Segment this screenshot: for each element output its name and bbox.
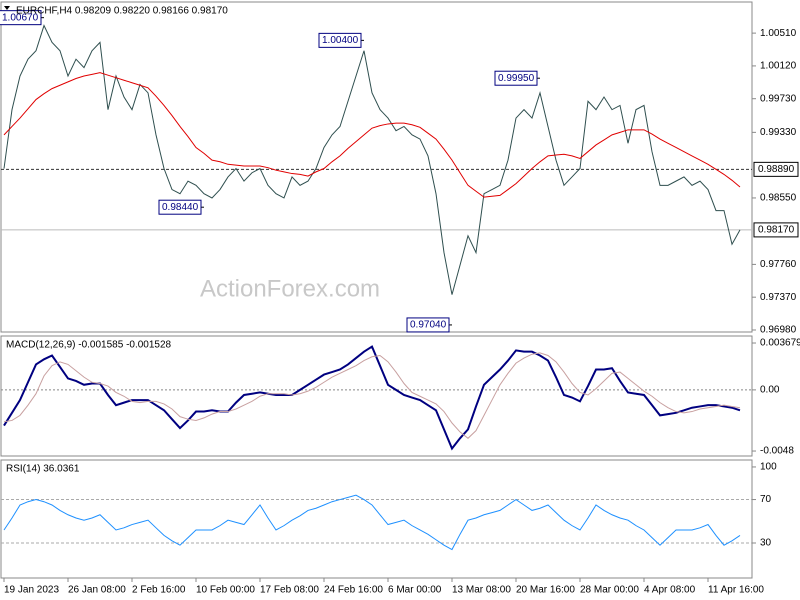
annotation-box [494,70,538,86]
x-tick-label: 20 Mar 16:00 [516,585,575,596]
y-tick-label: 0.003679 [760,338,800,349]
annotation-box [158,199,202,215]
panel-frame [0,459,753,579]
indicator-line [3,352,741,439]
watermark: ActionForex.com [200,275,380,302]
annotation-box [318,32,362,48]
x-tick-label: 26 Jan 08:00 [68,585,126,596]
level-label-box [753,161,799,177]
panel-frame [0,1,753,333]
annotation-box [0,10,42,26]
y-tick-label: 0.96980 [760,325,797,336]
y-tick-label: 0.99730 [760,93,797,104]
panel-title: MACD(12,26,9) -0.001585 -0.001528 [6,340,172,351]
x-tick-label: 17 Feb 08:00 [260,585,319,596]
level-label: 0.98170 [758,225,795,236]
x-tick-label: 28 Mar 00:00 [580,585,639,596]
panel-title: RSI(14) 36.0361 [6,464,80,475]
level-label: 0.98890 [758,164,795,175]
x-tick-label: 6 Mar 00:00 [388,585,442,596]
annotation-label: 0.99950 [498,73,535,84]
panel-title: EURCHF,H4 0.98209 0.98220 0.98166 0.9817… [16,6,228,17]
indicator-line [3,494,741,551]
y-tick-label: 0.97760 [760,259,797,270]
y-tick-label: -0.0048 [760,446,794,457]
annotation-label: 1.00670 [2,12,39,23]
annotation-label: 0.98440 [162,202,199,213]
y-tick-label: 0.99330 [760,127,797,138]
x-tick-label: 4 Apr 08:00 [644,585,696,596]
x-tick-label: 11 Apr 16:00 [708,585,764,596]
symbol-icon [4,6,10,10]
x-tick-label: 19 Jan 2023 [4,585,59,596]
level-label-box [753,222,799,238]
y-tick-label: 0.98550 [760,193,797,204]
price-line [3,24,741,295]
indicator-line [3,72,741,198]
indicator-line [3,345,741,451]
y-tick-label: 100 [760,462,777,473]
annotation-label: 0.97040 [410,320,447,331]
panel-frame [0,335,753,457]
x-tick-label: 13 Mar 08:00 [452,585,511,596]
y-tick-label: 30 [760,538,772,549]
y-tick-label: 70 [760,494,772,505]
x-tick-label: 24 Feb 16:00 [324,585,383,596]
y-tick-label: 0.00 [760,385,780,396]
annotation-label: 1.00400 [322,35,359,46]
y-tick-label: 0.97370 [760,292,797,303]
annotation-box [406,317,450,333]
x-tick-label: 2 Feb 16:00 [132,585,186,596]
y-tick-label: 1.00120 [760,61,797,72]
y-tick-label: 1.00510 [760,28,797,39]
x-tick-label: 10 Feb 00:00 [196,585,255,596]
